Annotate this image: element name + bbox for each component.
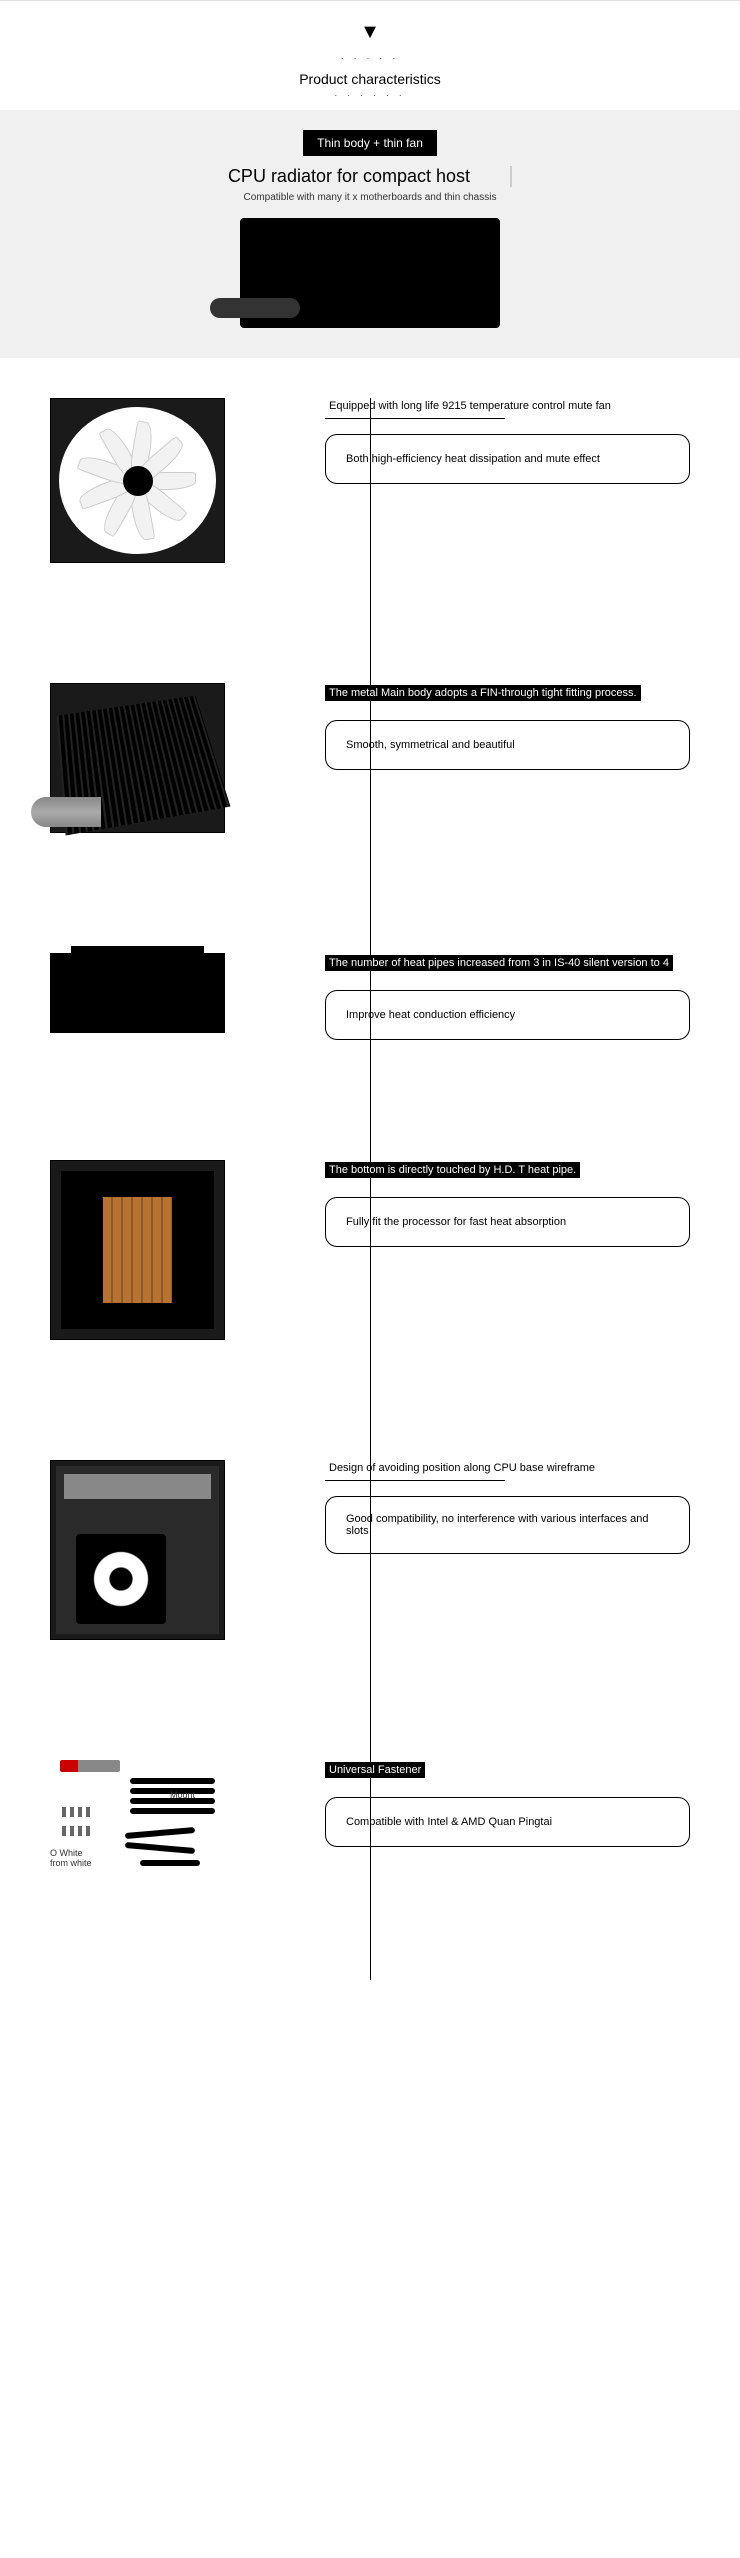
feature-row: The number of heat pipes increased from … xyxy=(0,953,740,1040)
arrow-down-icon: ▼ xyxy=(0,21,740,44)
feature-description: Compatible with Intel & AMD Quan Pingtai xyxy=(325,1797,690,1847)
feature-description: Good compatibility, no interference with… xyxy=(325,1496,690,1554)
side-view-image xyxy=(50,953,225,1033)
feature-description: Smooth, symmetrical and beautiful xyxy=(325,720,690,770)
mount-label: Mount xyxy=(170,1790,195,1800)
feature-title: The bottom is directly touched by H.D. T… xyxy=(325,1162,580,1178)
hero-section: Thin body + thin fan CPU radiator for co… xyxy=(0,110,740,358)
white-label: O White from white xyxy=(50,1848,100,1868)
fan-image xyxy=(50,398,225,563)
feature-row: The metal Main body adopts a FIN-through… xyxy=(0,683,740,833)
motherboard-image xyxy=(50,1460,225,1640)
decorative-dots: · · · · · xyxy=(0,54,740,63)
feature-title: Equipped with long life 9215 temperature… xyxy=(325,398,690,414)
hero-title: CPU radiator for compact host xyxy=(228,166,512,187)
feature-description: Both high-efficiency heat dissipation an… xyxy=(325,434,690,484)
feature-title: Universal Fastener xyxy=(325,1762,425,1778)
decorative-dots: · · · · · · xyxy=(0,91,740,100)
feature-description: Fully fit the processor for fast heat ab… xyxy=(325,1197,690,1247)
hero-product-image xyxy=(240,218,500,328)
feature-row: The bottom is directly touched by H.D. T… xyxy=(0,1160,740,1340)
feature-row: Design of avoiding position along CPU ba… xyxy=(0,1460,740,1640)
feature-title: The number of heat pipes increased from … xyxy=(325,955,673,971)
feature-title: Design of avoiding position along CPU ba… xyxy=(325,1460,690,1476)
features-list: Equipped with long life 9215 temperature… xyxy=(0,358,740,1980)
bottom-view-image xyxy=(50,1160,225,1340)
feature-description: Improve heat conduction efficiency xyxy=(325,990,690,1040)
feature-row: Mount O White from white Universal Faste… xyxy=(0,1760,740,1880)
heatsink-image xyxy=(50,683,225,833)
hero-subtitle: Compatible with many it x motherboards a… xyxy=(0,192,740,203)
feature-row: Equipped with long life 9215 temperature… xyxy=(0,398,740,563)
fastener-image: Mount O White from white xyxy=(50,1760,225,1880)
feature-title: The metal Main body adopts a FIN-through… xyxy=(325,685,641,701)
hero-badge: Thin body + thin fan xyxy=(303,130,437,156)
section-title: Product characteristics xyxy=(0,71,740,87)
